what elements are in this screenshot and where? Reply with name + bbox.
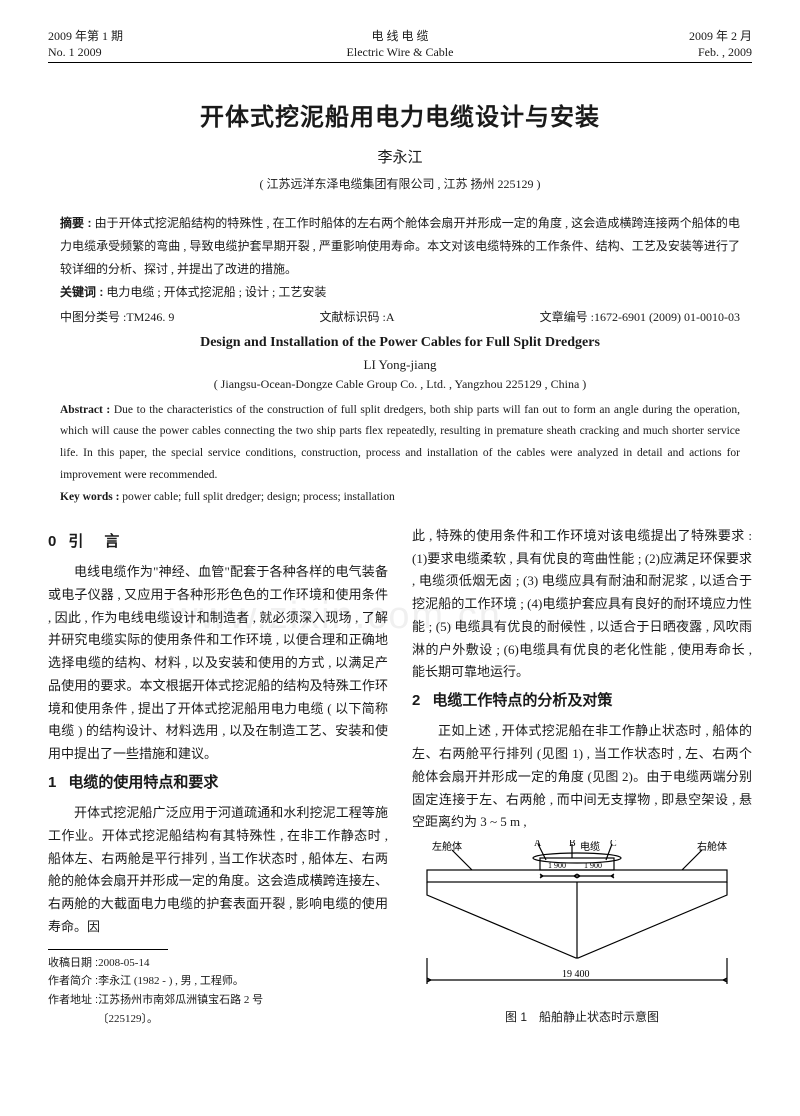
classification-row: 中图分类号 :TM246. 9 文献标识码 :A 文章编号 :1672-6901… — [48, 308, 752, 325]
body-columns: 0引 言 电线电缆作为"神经、血管"配套于各种各样的电气装备或电子仪器 , 又应… — [48, 525, 752, 1029]
header-right-top: 2009 年 2 月 — [652, 28, 752, 44]
affiliation-chinese: ( 江苏远洋东泽电缆集团有限公司 , 江苏 扬州 225129 ) — [48, 175, 752, 192]
abstract-en-label: Abstract : — [60, 404, 110, 416]
keywords-cn-label: 关键词 : — [60, 285, 103, 299]
keywords-en-label: Key words : — [60, 491, 119, 503]
fig1-right-hull: 右舱体 — [697, 840, 727, 853]
abstract-english: Abstract : Due to the characteristics of… — [48, 400, 752, 509]
header-left-top: 2009 年第 1 期 — [48, 28, 148, 44]
keywords-cn-text: 电力电缆 ; 开体式挖泥船 ; 设计 ; 工艺安装 — [106, 285, 326, 299]
header-center: 电 线 电 缆 Electric Wire & Cable — [148, 28, 652, 60]
header-rule — [48, 62, 752, 63]
keywords-en-text: power cable; full split dredger; design;… — [122, 491, 394, 503]
fig1-dim-tl: 1 900 — [548, 861, 566, 870]
section-0-para: 电线电缆作为"神经、血管"配套于各种各样的电气装备或电子仪器 , 又应用于各种形… — [48, 561, 388, 766]
running-header: 2009 年第 1 期 No. 1 2009 电 线 电 缆 Electric … — [48, 28, 752, 60]
author-english: LI Yong-jiang — [48, 357, 752, 373]
right-column: 此 , 特殊的使用条件和工作环境对该电缆提出了特殊要求 : (1)要求电缆柔软 … — [412, 525, 752, 1029]
fig1-dim-bot: 19 400 — [562, 969, 590, 980]
footnote-rule — [48, 949, 168, 950]
footnotes: 收稿日期 :2008-05-14 作者简介 :李永江 (1982 - ) , 男… — [48, 954, 388, 1029]
section-1-para-cont: 此 , 特殊的使用条件和工作环境对该电缆提出了特殊要求 : (1)要求电缆柔软 … — [412, 525, 752, 684]
header-right-bot: Feb. , 2009 — [652, 44, 752, 60]
fig1-B: B — [569, 840, 576, 849]
figure-1: 左舱体 右舱体 A B C 电缆 1 900 1 900 19 400 图 1 … — [412, 840, 752, 1028]
figure-1-caption: 图 1 船舶静止状态时示意图 — [412, 1007, 752, 1028]
abstract-cn-text: 由于开体式挖泥船结构的特殊性 , 在工作时船体的左右两个舱体会扇开并形成一定的角… — [60, 216, 740, 276]
header-center-bot: Electric Wire & Cable — [148, 44, 652, 60]
section-2-para: 正如上述 , 开体式挖泥船在非工作静止状态时 , 船体的左、右两舱平行排列 (见… — [412, 720, 752, 834]
class-no: 中图分类号 :TM246. 9 — [60, 308, 174, 325]
fig1-cable: 电缆 — [580, 840, 600, 853]
section-1-heading: 1电缆的使用特点和要求 — [48, 770, 388, 796]
fig1-dim-tr: 1 900 — [584, 861, 602, 870]
section-2-heading: 2电缆工作特点的分析及对策 — [412, 688, 752, 714]
section-1-para: 开体式挖泥船广泛应用于河道疏通和水利挖泥工程等施工作业。开体式挖泥船结构有其特殊… — [48, 802, 388, 939]
title-english: Design and Installation of the Power Cab… — [48, 335, 752, 351]
abstract-en-text: Due to the characteristics of the constr… — [60, 404, 740, 482]
author-chinese: 李永江 — [48, 146, 752, 167]
figure-1-svg: 左舱体 右舱体 A B C 电缆 1 900 1 900 19 400 — [412, 840, 742, 995]
fig1-left-hull: 左舱体 — [432, 840, 462, 853]
fig1-C: C — [610, 840, 617, 849]
affiliation-english: ( Jiangsu-Ocean-Dongze Cable Group Co. ,… — [48, 377, 752, 392]
title-chinese: 开体式挖泥船用电力电缆设计与安装 — [48, 97, 752, 132]
abstract-cn-label: 摘要 : — [60, 216, 92, 230]
header-right: 2009 年 2 月 Feb. , 2009 — [652, 28, 752, 60]
fig1-A: A — [534, 840, 542, 849]
doc-code: 文献标识码 :A — [320, 308, 395, 325]
left-column: 0引 言 电线电缆作为"神经、血管"配套于各种各样的电气装备或电子仪器 , 又应… — [48, 525, 388, 1029]
header-center-top: 电 线 电 缆 — [148, 28, 652, 44]
page: 2009 年第 1 期 No. 1 2009 电 线 电 缆 Electric … — [0, 0, 800, 1052]
abstract-chinese: 摘要 : 由于开体式挖泥船结构的特殊性 , 在工作时船体的左右两个舱体会扇开并形… — [48, 212, 752, 303]
header-left-bot: No. 1 2009 — [48, 44, 148, 60]
header-left: 2009 年第 1 期 No. 1 2009 — [48, 28, 148, 60]
section-0-heading: 0引 言 — [48, 529, 388, 555]
article-id: 文章编号 :1672-6901 (2009) 01-0010-03 — [540, 308, 740, 325]
